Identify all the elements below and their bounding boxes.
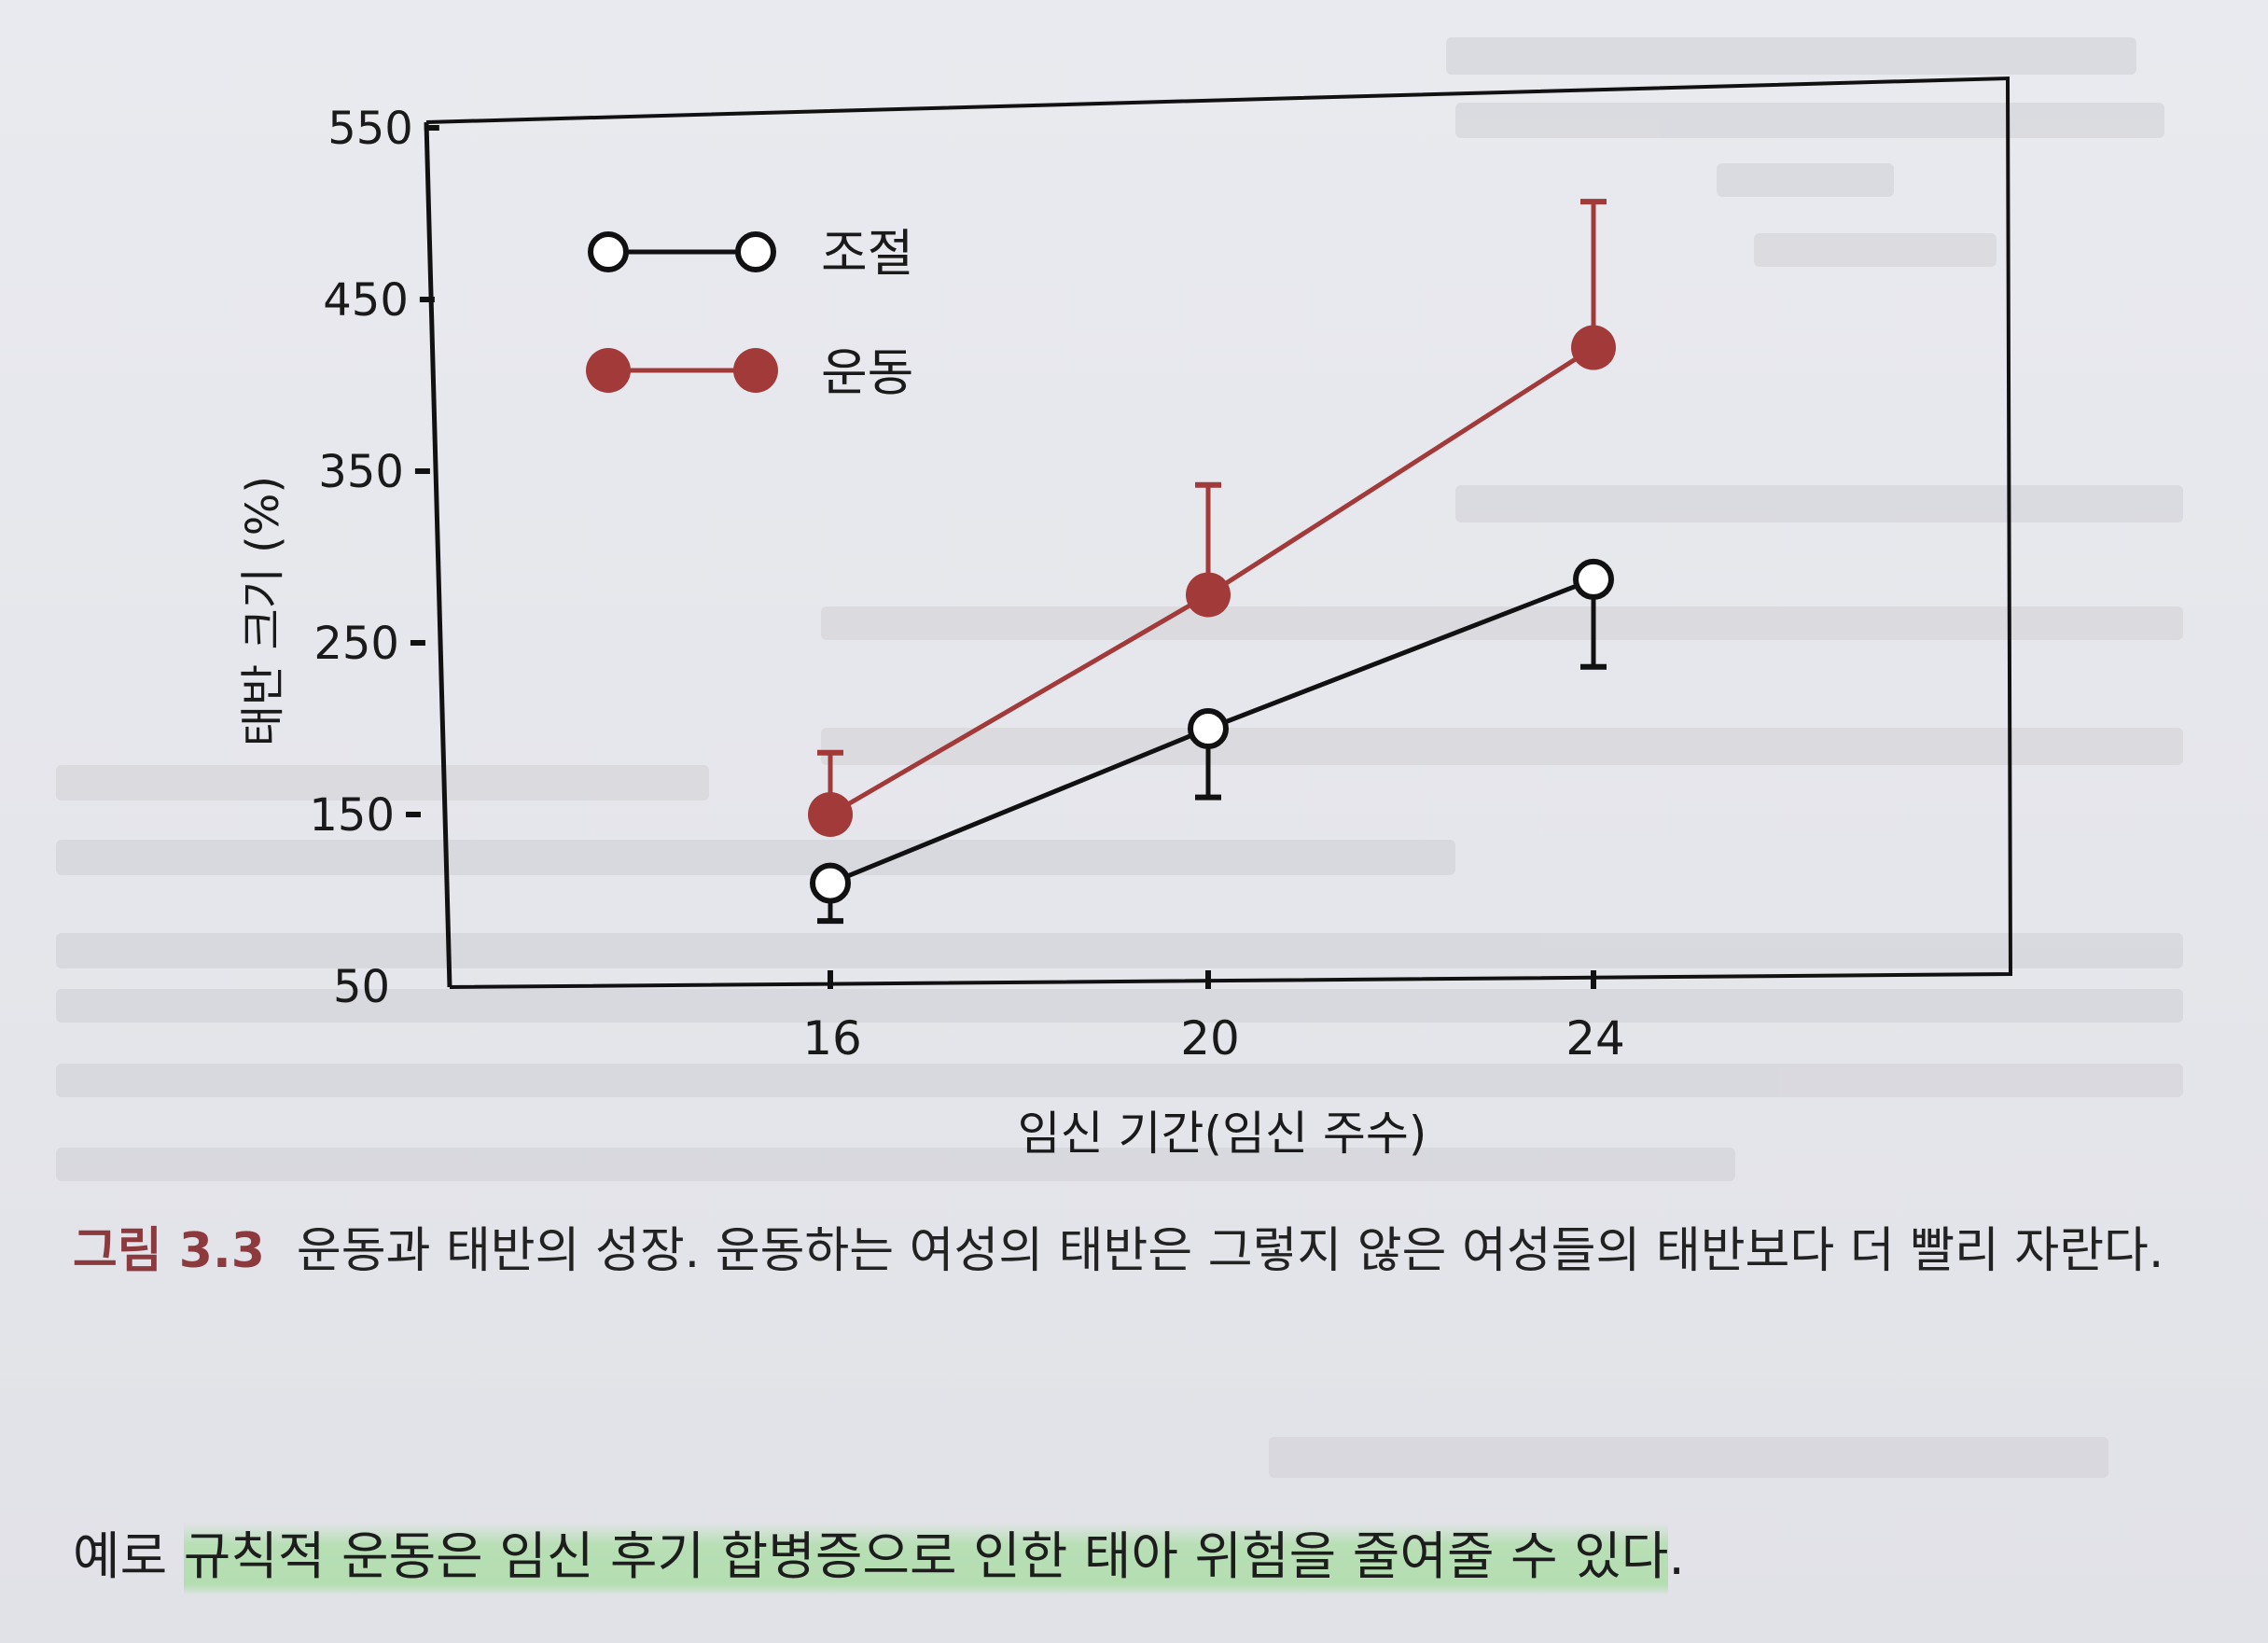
legend-marker-exercise <box>586 348 631 393</box>
y-tick-label: 250 <box>313 618 399 670</box>
legend: 조절 운동 <box>586 224 913 402</box>
x-axis-label: 임신 기간(임신 주수) <box>1018 1107 1427 1161</box>
data-point-exercise <box>1186 572 1231 618</box>
highlighted-text: 규칙적 운동은 임신 후기 합병증으로 인한 태아 위험을 줄여줄 수 있다 <box>183 1523 1669 1595</box>
legend-label-control: 조절 <box>821 224 913 283</box>
y-tick-label: 550 <box>327 103 413 155</box>
chart: 550 450 350 250 150 50 16 20 24 임신 기간(임신 주수) 태반… <box>237 76 2013 1161</box>
data-point-control <box>1573 558 1614 600</box>
y-tick-label: 50 <box>333 961 390 1013</box>
body-text-post: . <box>1668 1526 1685 1586</box>
x-tick-label: 20 <box>1180 1011 1240 1065</box>
y-tick-label: 350 <box>318 446 404 498</box>
plot-frame <box>425 76 2013 989</box>
data-point-exercise <box>808 792 853 837</box>
data-point-exercise <box>1571 325 1616 370</box>
legend-label-exercise: 운동 <box>821 343 913 402</box>
y-axis-line <box>424 121 452 988</box>
y-tick-label: 150 <box>309 789 395 842</box>
legend-marker-control <box>588 231 629 272</box>
figure-caption: 그림 3.3 운동과 태반의 성장. 운동하는 여성의 태반은 그렇지 않은 여성… <box>73 1213 2181 1289</box>
y-tick-label: 450 <box>323 274 409 327</box>
legend-marker-control <box>735 231 776 272</box>
legend-marker-exercise <box>733 348 778 393</box>
caption-text: 운동과 태반의 성장. 운동하는 여성의 태반은 그렇지 않은 여성들의 태반보… <box>296 1223 2164 1279</box>
data-point-control <box>1188 708 1229 749</box>
x-tick-label: 24 <box>1565 1011 1625 1065</box>
figure-label: 그림 3.3 <box>73 1223 265 1279</box>
body-text-pre: 예로 <box>73 1526 184 1586</box>
y-axis-label: 태반 크기 (%) <box>237 476 289 746</box>
x-tick-label: 16 <box>802 1011 862 1065</box>
data-point-control <box>810 862 851 904</box>
body-text: 예로 규칙적 운동은 임신 후기 합병증으로 인한 태아 위험을 줄여줄 수 있… <box>73 1519 1685 1595</box>
